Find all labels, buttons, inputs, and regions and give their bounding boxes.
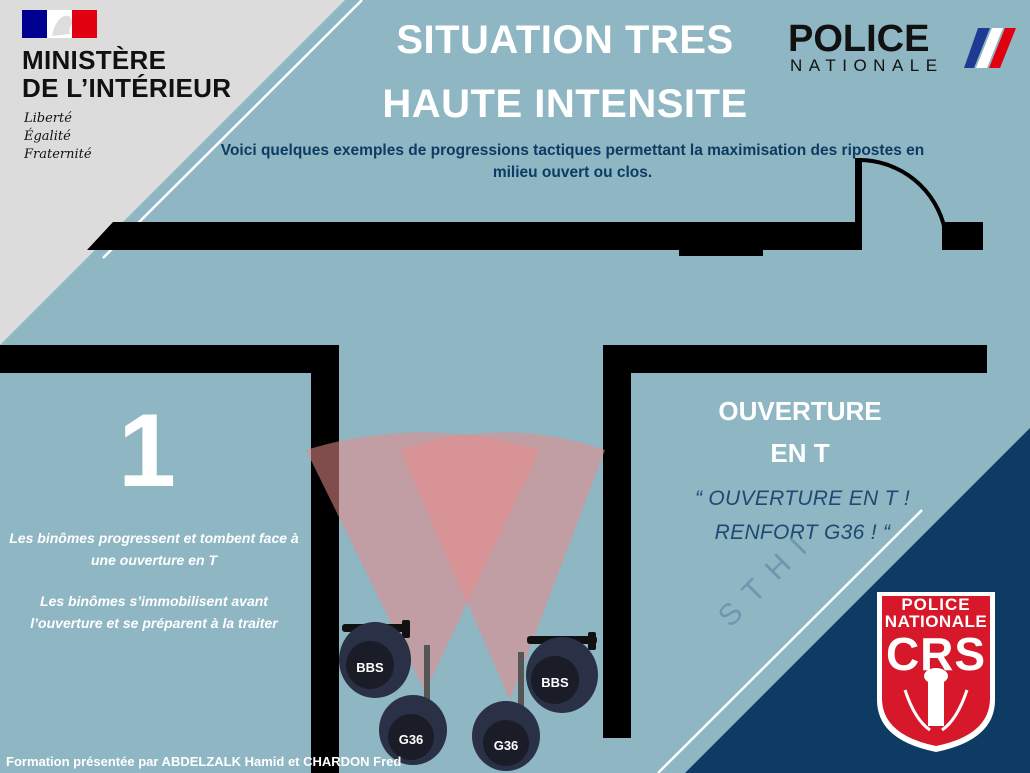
crs-badge-line1: POLICE bbox=[901, 595, 971, 614]
officer-bbs-right bbox=[526, 632, 598, 713]
officer-label-g36-right: G36 bbox=[493, 738, 519, 753]
door-jamb bbox=[855, 158, 862, 250]
wall-right-vertical bbox=[603, 345, 631, 738]
intro-text: Voici quelques exemples de progressions … bbox=[220, 142, 925, 181]
ministry-name-line2: DE L’INTÉRIEUR bbox=[22, 73, 232, 103]
radio-quote: “ OUVERTURE EN T ! RENFORT G36 ! “ bbox=[660, 482, 945, 550]
wall-top-segment bbox=[679, 248, 763, 256]
officer-label-bbs-right: BBS bbox=[541, 675, 569, 690]
ministry-motto: Liberté Égalité Fraternité bbox=[24, 110, 92, 164]
motto-fraternite: Fraternité bbox=[24, 147, 92, 162]
crs-badge-line2: NATIONALE bbox=[884, 612, 988, 631]
footer-credit: Formation présentée par ABDELZALK Hamid … bbox=[6, 754, 402, 769]
motto-liberte: Liberté bbox=[24, 111, 72, 126]
page-title-line2: HAUTE INTENSITE bbox=[382, 82, 748, 126]
ministry-name-line1: MINISTÈRE bbox=[22, 45, 167, 75]
police-logo-subtitle: NATIONALE bbox=[790, 56, 944, 75]
section-title-line2: EN T bbox=[770, 438, 830, 468]
fire-cone-right bbox=[400, 432, 605, 700]
crs-badge-line3: CRS bbox=[885, 628, 987, 680]
step-text-1: Les binômes progressent et tombent face … bbox=[9, 530, 299, 568]
flag-icon bbox=[22, 10, 97, 38]
wall-left-horizontal bbox=[0, 345, 339, 373]
door-swing-arc bbox=[857, 157, 947, 231]
ministry-name: MINISTÈRE DE L’INTÉRIEUR bbox=[22, 46, 231, 102]
quote-line1: “ OUVERTURE EN T ! bbox=[694, 487, 911, 510]
officer-g36-left bbox=[379, 645, 447, 765]
crs-shield-icon bbox=[877, 592, 995, 752]
officer-bbs-left bbox=[339, 620, 411, 698]
diagonal-line-top bbox=[102, 0, 363, 259]
wall-top-left bbox=[87, 222, 860, 250]
light-corner-background bbox=[0, 0, 345, 345]
wall-top-right bbox=[942, 222, 983, 250]
section-title: OUVERTURE EN T bbox=[690, 390, 910, 474]
quote-line2: RENFORT G36 ! “ bbox=[714, 521, 891, 544]
diagonal-line-bottom bbox=[657, 509, 923, 773]
officer-label-bbs-left: BBS bbox=[356, 660, 384, 675]
officer-label-g36-left: G36 bbox=[398, 732, 424, 747]
page-title-line1: SITUATION TRES bbox=[396, 18, 734, 62]
step-text-2: Les binômes s’immobilisent avant l’ouver… bbox=[30, 593, 278, 631]
officer-g36-right bbox=[472, 652, 540, 771]
section-title-line1: OUVERTURE bbox=[718, 396, 882, 426]
police-tricolor-icon bbox=[964, 28, 1016, 68]
police-logo-title: POLICE bbox=[788, 18, 930, 60]
wall-right-horizontal bbox=[603, 345, 987, 373]
wall-left-vertical bbox=[311, 345, 339, 773]
motto-egalite: Égalité bbox=[24, 129, 71, 144]
step-number: 1 bbox=[118, 393, 176, 509]
